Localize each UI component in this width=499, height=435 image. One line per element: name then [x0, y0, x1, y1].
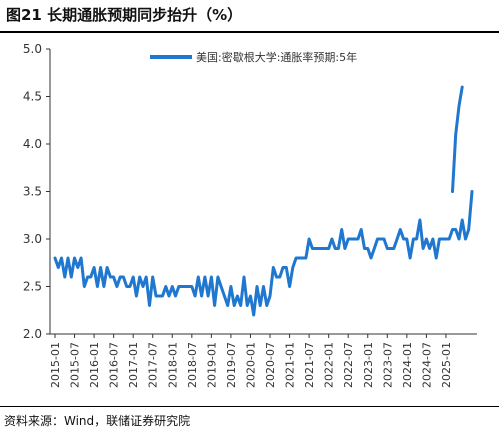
legend-label: 美国:密歇根大学:通胀率预期:5年 — [196, 50, 357, 64]
source-note: 资料来源：Wind，联储证券研究院 — [4, 414, 191, 428]
y-tick-label: 3.5 — [23, 185, 42, 199]
x-tick-label: 2023-01 — [362, 342, 375, 388]
x-tick-label: 2016-01 — [88, 342, 101, 388]
y-tick-label: 2.5 — [23, 280, 42, 294]
x-tick-label: 2018-01 — [166, 342, 179, 388]
series-line-1 — [53, 190, 474, 317]
x-tick-label: 2015-07 — [69, 342, 82, 388]
x-tick-label: 2019-01 — [205, 342, 218, 388]
series-line-2 — [451, 85, 464, 193]
x-tick-label: 2016-07 — [108, 342, 121, 388]
x-tick-label: 2021-01 — [284, 342, 297, 388]
title-rule — [0, 31, 499, 33]
y-tick-label: 4.0 — [23, 137, 42, 151]
x-tick-label: 2024-01 — [401, 342, 414, 388]
x-tick-label: 2020-01 — [244, 342, 257, 388]
x-tick-label: 2019-07 — [225, 342, 238, 388]
series-lines — [53, 85, 474, 317]
x-tick-label: 2022-07 — [342, 342, 355, 388]
x-tick-label: 2024-07 — [420, 342, 433, 388]
x-tick-label: 2021-07 — [303, 342, 316, 388]
y-tick-label: 4.5 — [23, 90, 42, 104]
source-rule — [0, 406, 499, 407]
y-tick-label: 2.0 — [23, 327, 42, 341]
x-tick-label: 2023-07 — [381, 342, 394, 388]
x-tick-label: 2020-07 — [264, 342, 277, 388]
x-axis-ticks: 2015-01 2015-07 2016-01 2016-07 2017-01 2017-… — [49, 334, 453, 388]
y-tick-label: 5.0 — [23, 42, 42, 56]
x-tick-label: 2025-01 — [440, 342, 453, 388]
x-tick-label: 2022-01 — [323, 342, 336, 388]
x-tick-label: 2018-07 — [186, 342, 199, 388]
x-tick-label: 2017-07 — [147, 342, 160, 388]
x-tick-label: 2015-01 — [49, 342, 62, 388]
figure-title: 图21 长期通胀预期同步抬升（%） — [6, 6, 243, 24]
chart-legend: 美国:密歇根大学:通胀率预期:5年 — [150, 50, 357, 64]
y-axis-ticks: 2.0 2.5 3.0 3.5 4.0 4.5 5.0 — [23, 42, 50, 341]
x-tick-label: 2017-01 — [127, 342, 140, 388]
y-tick-label: 3.0 — [23, 232, 42, 246]
